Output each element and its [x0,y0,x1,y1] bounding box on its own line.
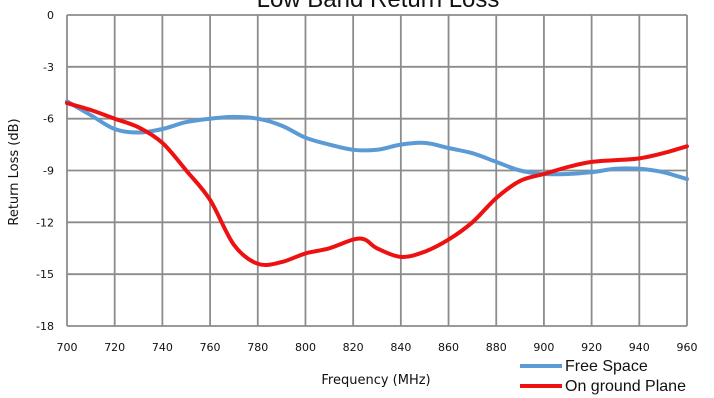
series-line-free-space [65,99,689,182]
y-tick-label: -12 [36,216,54,229]
y-tick-label: 0 [47,9,54,22]
y-tick-label: -18 [36,320,54,333]
x-tick-label: 900 [533,341,554,354]
x-tick-label: 960 [677,341,698,354]
x-tick-label: 860 [438,341,459,354]
x-tick-label: 760 [200,341,221,354]
y-tick-label: -6 [43,113,54,126]
x-tick-label: 840 [390,341,411,354]
legend-label: Free Space [565,358,648,375]
y-tick-label: -9 [43,165,54,178]
series-line-on-ground-plane [65,101,689,267]
y-axis-label: Return Loss (dB) [7,118,22,225]
x-tick-label: 800 [295,341,316,354]
x-axis-label: Frequency (MHz) [321,373,430,388]
chart-title: Low Band Return Loss [257,0,500,13]
x-tick-label: 920 [581,341,602,354]
x-tick-label: 740 [152,341,173,354]
series-group [65,99,689,267]
y-tick-label: -3 [43,61,54,74]
x-tick-label: 720 [104,341,125,354]
x-tick-label: 820 [343,341,364,354]
x-tick-label: 700 [57,341,78,354]
x-tick-label: 880 [486,341,507,354]
y-tick-label: -15 [36,268,54,281]
x-tick-label: 940 [629,341,650,354]
legend: Free Space On ground Plane [520,358,686,395]
x-tick-label: 780 [247,341,268,354]
legend-label: On ground Plane [565,378,686,395]
y-tick-labels: 0 -3 -6 -9 -12 -15 -18 [36,9,54,333]
x-tick-labels: 700 720 740 760 780 800 820 840 860 880 900 920 940 9… [57,341,698,354]
